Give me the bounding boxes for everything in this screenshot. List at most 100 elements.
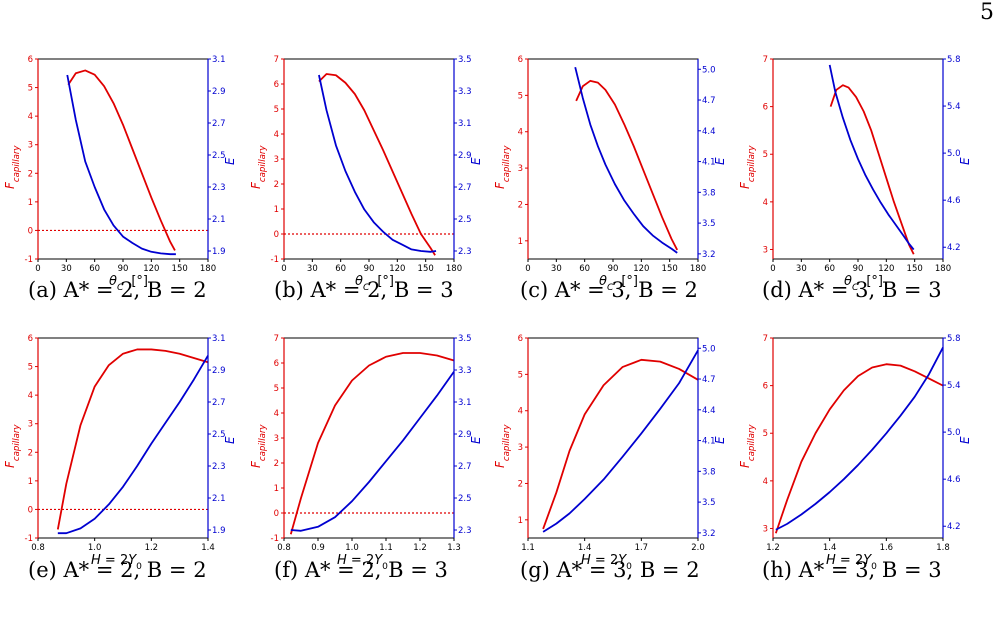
- plot-frame: [37, 58, 209, 260]
- left-y-tick-label: 2: [518, 479, 523, 489]
- left-y-tick-label: 4: [763, 477, 768, 487]
- right-y-tick-label: 2.3: [212, 183, 226, 193]
- x-tick-label: 1.2: [766, 543, 780, 553]
- left-y-tick-label: -1: [271, 255, 279, 265]
- right-y-tick-label: 3.5: [458, 334, 472, 344]
- right-y-tick-label: 4.6: [947, 196, 961, 206]
- x-tick-label: 90: [364, 264, 375, 274]
- right-y-tick-label: 3.5: [702, 498, 716, 508]
- right-y-tick-label: 5.0: [702, 65, 716, 75]
- subfigure-caption: (e) A* = 2, B = 2: [28, 558, 207, 582]
- subfigure-caption: (d) A* = 3, B = 3: [762, 278, 942, 302]
- subfigure-caption: (c) A* = 3, B = 2: [520, 278, 698, 302]
- left-y-tick-label: 5: [28, 363, 33, 373]
- x-axis-title: θC [°]: [355, 274, 394, 293]
- right-y-tick-label: 2.9: [212, 366, 226, 376]
- right-y-tick-label: 5.4: [947, 381, 961, 391]
- right-y-tick-label: 2.5: [458, 215, 472, 225]
- right-y-tick-label: 5.0: [702, 344, 716, 354]
- left-y-tick-label: 3: [763, 524, 768, 534]
- right-y-tick-label: 5.8: [947, 334, 961, 344]
- x-tick-label: 60: [824, 264, 835, 274]
- right-y-tick-label: 3.1: [458, 119, 472, 129]
- x-tick-label: 0: [770, 264, 775, 274]
- right-y-axis-title: E: [958, 436, 972, 444]
- x-axis-title: H = 2Y0: [91, 553, 142, 572]
- right-y-tick-label: 4.7: [702, 375, 716, 385]
- right-y-tick-label: 2.9: [458, 151, 472, 161]
- left-y-axis-title: Fcapillary: [249, 424, 268, 468]
- right-y-tick-label: 2.3: [458, 526, 472, 536]
- chart-panel-f: 0.8 0.9 1.0 1.1 1.2 1.3 -1 0 1 2 3 4 5 6 7 2.3 2.5 2.7 2.9…: [249, 334, 483, 572]
- e-series-line: [318, 74, 437, 253]
- x-tick-label: 0.8: [277, 543, 291, 553]
- left-y-tick-label: 7: [763, 55, 768, 65]
- right-y-tick-label: 5.4: [947, 102, 961, 112]
- x-tick-label: 90: [118, 264, 129, 274]
- right-y-tick-label: 2.7: [212, 398, 226, 408]
- x-tick-label: 60: [579, 264, 590, 274]
- x-tick-label: 120: [143, 264, 159, 274]
- x-tick-label: 30: [796, 264, 807, 274]
- x-tick-label: 1.4: [201, 543, 215, 553]
- x-tick-label: 150: [418, 264, 434, 274]
- right-y-tick-label: 4.6: [947, 475, 961, 485]
- left-y-axis-title: Fcapillary: [249, 145, 268, 189]
- x-tick-label: 1.1: [379, 543, 393, 553]
- left-y-tick-label: 4: [518, 128, 523, 138]
- e-series-line: [775, 346, 944, 531]
- left-y-tick-label: 4: [274, 409, 279, 419]
- left-y-tick-label: 6: [28, 334, 33, 344]
- left-y-tick-label: 3: [518, 164, 523, 174]
- left-y-tick-label: 3: [518, 443, 523, 453]
- x-tick-label: 90: [853, 264, 864, 274]
- f-capillary-series-line: [318, 73, 436, 256]
- e-series-line: [542, 349, 699, 533]
- x-tick-label: 0.9: [311, 543, 325, 553]
- right-y-tick-label: 2.3: [458, 247, 472, 257]
- x-tick-label: 30: [307, 264, 318, 274]
- right-y-tick-label: 4.4: [702, 406, 716, 416]
- right-y-tick-label: 5.0: [947, 428, 961, 438]
- left-y-tick-label: 5: [518, 370, 523, 380]
- right-y-axis-title: E: [223, 157, 237, 165]
- chart-svg-a: 0 30 60 90 120 150 180-101234561.92.12.32.52.7…: [3, 55, 237, 293]
- right-y-tick-label: 2.1: [212, 215, 226, 225]
- left-y-tick-label: 1: [518, 237, 523, 247]
- left-y-tick-label: 0: [28, 226, 33, 236]
- x-tick-label: 1.0: [345, 543, 359, 553]
- x-tick-label: 150: [662, 264, 678, 274]
- left-y-tick-label: 2: [274, 459, 279, 469]
- x-tick-label: 2.0: [691, 543, 705, 553]
- right-y-tick-label: 3.1: [458, 398, 472, 408]
- x-tick-label: 180: [935, 264, 951, 274]
- right-y-tick-label: 2.1: [212, 494, 226, 504]
- subfigure-caption: (a) A* = 2, B = 2: [28, 278, 207, 302]
- left-y-tick-label: 0: [274, 230, 279, 240]
- right-y-tick-label: 2.7: [458, 462, 472, 472]
- left-y-tick-label: 5: [763, 150, 768, 160]
- f-capillary-series-line: [289, 352, 455, 535]
- left-y-tick-label: 6: [518, 55, 523, 65]
- right-y-tick-label: 3.2: [702, 250, 716, 260]
- right-y-tick-label: 2.7: [458, 183, 472, 193]
- left-y-tick-label: 1: [28, 477, 33, 487]
- left-y-tick-label: 4: [28, 112, 33, 122]
- right-y-tick-label: 2.5: [212, 430, 226, 440]
- x-tick-label: 60: [335, 264, 346, 274]
- left-y-axis-title: Fcapillary: [738, 145, 757, 189]
- left-y-tick-label: 5: [763, 429, 768, 439]
- left-y-axis-title: Fcapillary: [493, 424, 512, 468]
- x-tick-label: 180: [446, 264, 462, 274]
- chart-panel-a: 0 30 60 90 120 150 180 -1 0 1 2 3 4 5 6 1.9 2.1 2.3 2.5 2.7…: [3, 55, 237, 293]
- right-y-tick-label: 3.2: [702, 529, 716, 539]
- left-y-tick-label: -1: [25, 534, 33, 544]
- right-y-tick-label: 3.5: [702, 219, 716, 229]
- f-capillary-series-line: [829, 84, 915, 255]
- left-y-tick-label: 4: [28, 391, 33, 401]
- f-capillary-series-line: [575, 79, 679, 251]
- right-y-tick-label: 4.1: [702, 437, 716, 447]
- right-y-tick-label: 1.9: [212, 526, 226, 536]
- right-y-axis-title: E: [713, 157, 727, 165]
- chart-panel-h: 1.2 1.4 1.6 1.8 3 4 5 6 7 4.2 4.6 5.0 5.4 5.8 Fcapilla…: [738, 334, 972, 572]
